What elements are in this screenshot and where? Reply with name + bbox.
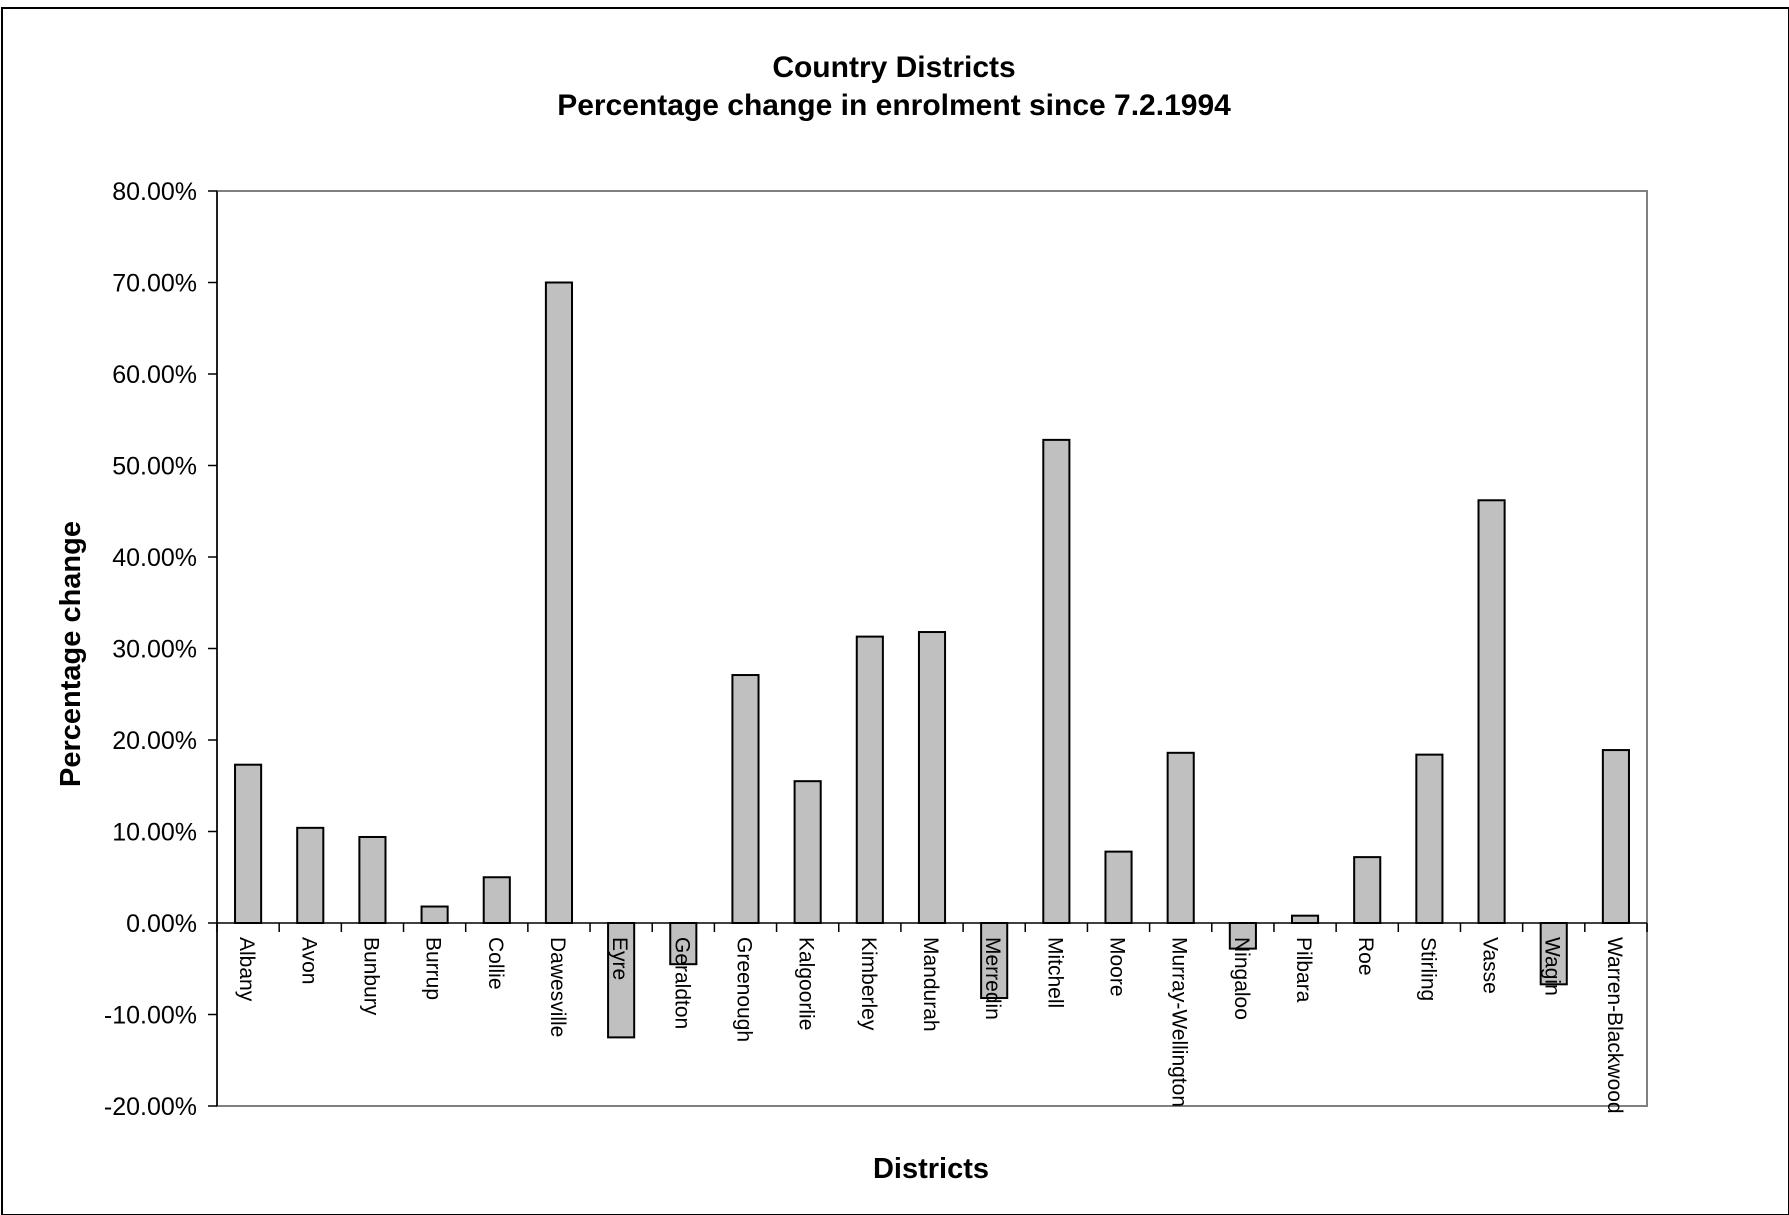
category-label: Greenough — [732, 937, 755, 1042]
category-label: Roe — [1354, 937, 1377, 976]
category-label: Murray-Wellington — [1168, 937, 1191, 1107]
y-tick-label: 50.00% — [112, 453, 197, 481]
bar — [1105, 852, 1131, 923]
bar — [484, 877, 510, 923]
y-tick-label: 30.00% — [112, 636, 197, 664]
category-label: Kalgoorlie — [795, 937, 818, 1030]
category-label: Vasse — [1479, 937, 1502, 994]
bar — [1416, 755, 1442, 923]
bar — [1479, 500, 1505, 923]
bar — [1603, 750, 1629, 923]
bar — [422, 907, 448, 923]
bar — [795, 781, 821, 923]
chart-subtitle: Percentage change in enrolment since 7.2… — [557, 89, 1231, 122]
chart-area-border — [2, 8, 1789, 1215]
category-label: Albany — [235, 937, 258, 1002]
category-label: Bunbury — [359, 937, 382, 1016]
y-tick-label: 0.00% — [126, 910, 197, 938]
category-label: Mitchell — [1043, 937, 1066, 1008]
chart-title: Country Districts — [772, 51, 1015, 84]
category-label: Ningaloo — [1230, 937, 1253, 1020]
y-axis-title: Percentage change — [55, 521, 87, 787]
category-label: Eyre — [608, 937, 631, 980]
bar — [857, 637, 883, 923]
y-tick-label: 10.00% — [112, 819, 197, 847]
category-label: Warren-Blackwood — [1603, 937, 1626, 1114]
category-label: Collie — [484, 937, 507, 990]
category-label: Dawesville — [546, 937, 569, 1037]
category-label: Moore — [1106, 937, 1129, 997]
category-label: Geraldton — [670, 937, 693, 1029]
bar — [235, 765, 261, 923]
y-tick-label: -10.00% — [104, 1002, 197, 1030]
bar — [732, 675, 758, 923]
category-label: Wagin — [1541, 937, 1564, 996]
bar — [1354, 857, 1380, 923]
bar — [1168, 753, 1194, 923]
y-tick-label: 20.00% — [112, 727, 197, 755]
category-label: Kimberley — [857, 937, 880, 1031]
y-tick-label: 60.00% — [112, 361, 197, 389]
category-label: Burrup — [422, 937, 445, 1000]
bar — [359, 837, 385, 923]
bar — [546, 283, 572, 924]
y-tick-label: 80.00% — [112, 178, 197, 206]
y-tick-label: 40.00% — [112, 544, 197, 572]
bar — [297, 828, 323, 923]
category-label: Avon — [297, 937, 320, 985]
bar — [1292, 916, 1318, 923]
y-tick-label: -20.00% — [104, 1093, 197, 1121]
bar — [919, 632, 945, 923]
category-label: Stirling — [1416, 937, 1439, 1001]
category-label: Mandurah — [919, 937, 942, 1032]
category-label: Merredin — [981, 937, 1004, 1020]
category-label: Pilbara — [1292, 937, 1315, 1003]
bar — [1043, 440, 1069, 923]
y-tick-label: 70.00% — [112, 270, 197, 298]
x-axis-title: Districts — [873, 1153, 989, 1185]
